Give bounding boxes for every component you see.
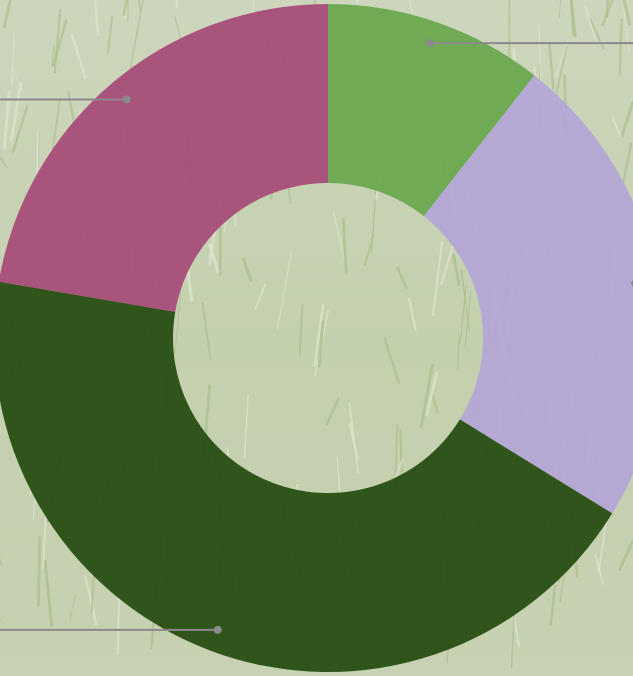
grass-blade	[555, 45, 568, 96]
grass-blade	[558, 0, 562, 19]
grass-blade	[70, 34, 87, 80]
grass-blade	[601, 0, 614, 27]
grass-blade	[43, 560, 54, 627]
grass-blade	[207, 242, 220, 274]
leader-dot	[425, 39, 434, 48]
grass-blade	[332, 211, 346, 262]
grass-blade	[276, 251, 293, 330]
grass-blade	[623, 5, 630, 51]
grass-blade	[383, 336, 400, 384]
grass-blade	[459, 285, 467, 345]
grass-blade	[138, 0, 142, 11]
grass-blade	[298, 304, 304, 356]
grass-blade	[2, 0, 12, 29]
grass-blade	[611, 116, 622, 138]
grass-blade	[313, 304, 325, 368]
grass-blade	[11, 104, 29, 154]
grass-blade	[451, 253, 461, 287]
donut-slice	[0, 4, 328, 312]
grass-blade	[69, 593, 76, 622]
grass-blade	[620, 100, 633, 138]
grass-blade	[201, 302, 212, 360]
grass-blade	[622, 0, 632, 26]
grass-blade	[548, 42, 555, 90]
grass-blade	[407, 297, 417, 332]
grass-blade	[341, 217, 348, 274]
grass-blade	[570, 0, 575, 36]
donut-slice	[328, 4, 535, 217]
grass-blade	[549, 584, 557, 625]
grass-blade	[584, 5, 596, 41]
grass-blade	[0, 155, 8, 169]
grass-blade	[250, 0, 256, 15]
donut-slice	[0, 281, 613, 672]
grass-blade	[175, 0, 179, 8]
grass-blade	[617, 539, 633, 572]
grass-blade	[457, 335, 460, 370]
grass-blade	[52, 19, 68, 66]
grass-blade	[425, 371, 439, 417]
grass-blade	[9, 82, 23, 142]
grass-blade	[241, 257, 253, 282]
leader-dot	[213, 625, 222, 634]
grass-blade	[464, 291, 472, 348]
grass-blade	[51, 45, 55, 68]
donut-slice	[423, 75, 633, 514]
grass-blade	[84, 574, 98, 626]
grass-blade	[510, 611, 515, 669]
grass-blade	[174, 283, 182, 354]
grass-blade	[419, 363, 435, 429]
grass-blade	[395, 266, 409, 290]
grass-blade	[325, 397, 341, 426]
grass-blade	[348, 402, 360, 473]
donut	[0, 4, 633, 672]
grass-blade	[53, 9, 62, 74]
grass-blade	[11, 32, 16, 87]
leader-dot	[122, 95, 131, 104]
grass-blade	[588, 17, 605, 50]
grass-blade	[431, 240, 444, 317]
grass-blade	[106, 16, 114, 53]
grass-blade	[254, 283, 267, 310]
grass-blade	[124, 0, 128, 21]
grass-blade	[363, 233, 375, 266]
grass-blade	[3, 91, 11, 149]
grass-blade	[122, 0, 128, 17]
grass-blade	[94, 0, 100, 36]
grass-blade	[243, 394, 250, 459]
grass-blade	[36, 536, 42, 607]
grass-blade	[317, 321, 325, 368]
grass-blade	[618, 19, 623, 77]
